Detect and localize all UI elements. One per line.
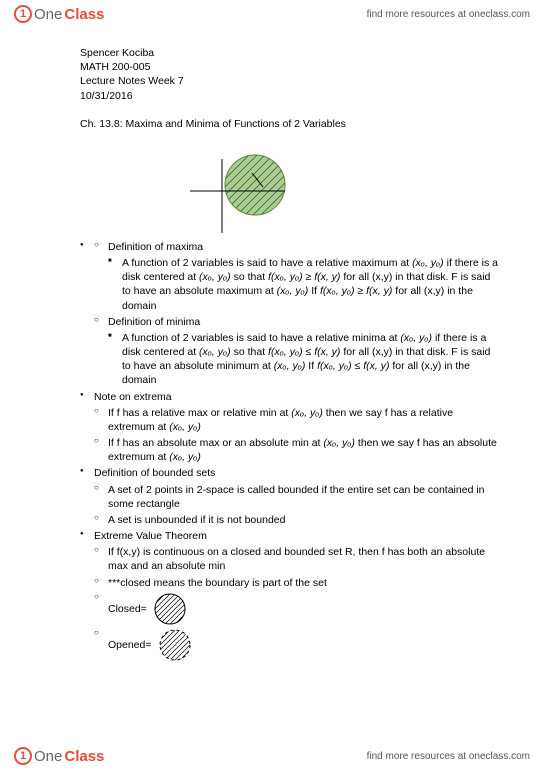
- brand-logo: 1 OneClass: [14, 5, 104, 23]
- brand-part2: Class: [64, 6, 104, 23]
- date-line: 10/31/2016: [80, 89, 500, 103]
- closed-set-icon: [153, 592, 187, 626]
- brand-logo-footer: 1 OneClass: [14, 747, 104, 765]
- find-more-link-bottom[interactable]: find more resources at oneclass.com: [367, 751, 530, 762]
- bullet-root-diagram: Definition of maxima A function of 2 var…: [80, 240, 500, 388]
- def-maxima-title: Definition of maxima A function of 2 var…: [94, 240, 500, 313]
- note-extrema-title: Note on extrema If f has a relative max …: [80, 390, 500, 465]
- evt-1: If f(x,y) is continuous on a closed and …: [94, 545, 500, 573]
- evt-opened-row: Opened=: [94, 628, 500, 662]
- def-minima-body: A function of 2 variables is said to hav…: [108, 331, 500, 388]
- evt-2: ***closed means the boundary is part of …: [94, 576, 500, 590]
- def-minima-title: Definition of minima A function of 2 var…: [94, 315, 500, 388]
- opened-set-icon: [158, 628, 192, 662]
- disk-diagram: [190, 141, 500, 236]
- opened-label: Opened=: [108, 638, 152, 652]
- evt-title: Extreme Value Theorem If f(x,y) is conti…: [80, 529, 500, 662]
- brand-part2: Class: [64, 748, 104, 765]
- course-line: MATH 200-005: [80, 60, 500, 74]
- logo-circle-icon: 1: [14, 5, 32, 23]
- chapter-title: Ch. 13.8: Maxima and Minima of Functions…: [80, 117, 500, 131]
- bounded-2: A set is unbounded if it is not bounded: [94, 513, 500, 527]
- closed-label: Closed=: [108, 602, 147, 616]
- bounded-1: A set of 2 points in 2-space is called b…: [94, 483, 500, 511]
- note-extrema-2: If f has an absolute max or an absolute …: [94, 436, 500, 464]
- evt-closed-row: Closed=: [94, 592, 500, 626]
- note-extrema-1: If f has a relative max or relative min …: [94, 406, 500, 434]
- author-line: Spencer Kociba: [80, 46, 500, 60]
- document-body: Spencer Kociba MATH 200-005 Lecture Note…: [80, 46, 500, 662]
- brand-part1: One: [34, 748, 62, 765]
- find-more-link-top[interactable]: find more resources at oneclass.com: [367, 9, 530, 20]
- bounded-title: Definition of bounded sets A set of 2 po…: [80, 466, 500, 527]
- logo-circle-icon: 1: [14, 747, 32, 765]
- def-maxima-body: A function of 2 variables is said to hav…: [108, 256, 500, 313]
- notes-label: Lecture Notes Week 7: [80, 74, 500, 88]
- brand-part1: One: [34, 6, 62, 23]
